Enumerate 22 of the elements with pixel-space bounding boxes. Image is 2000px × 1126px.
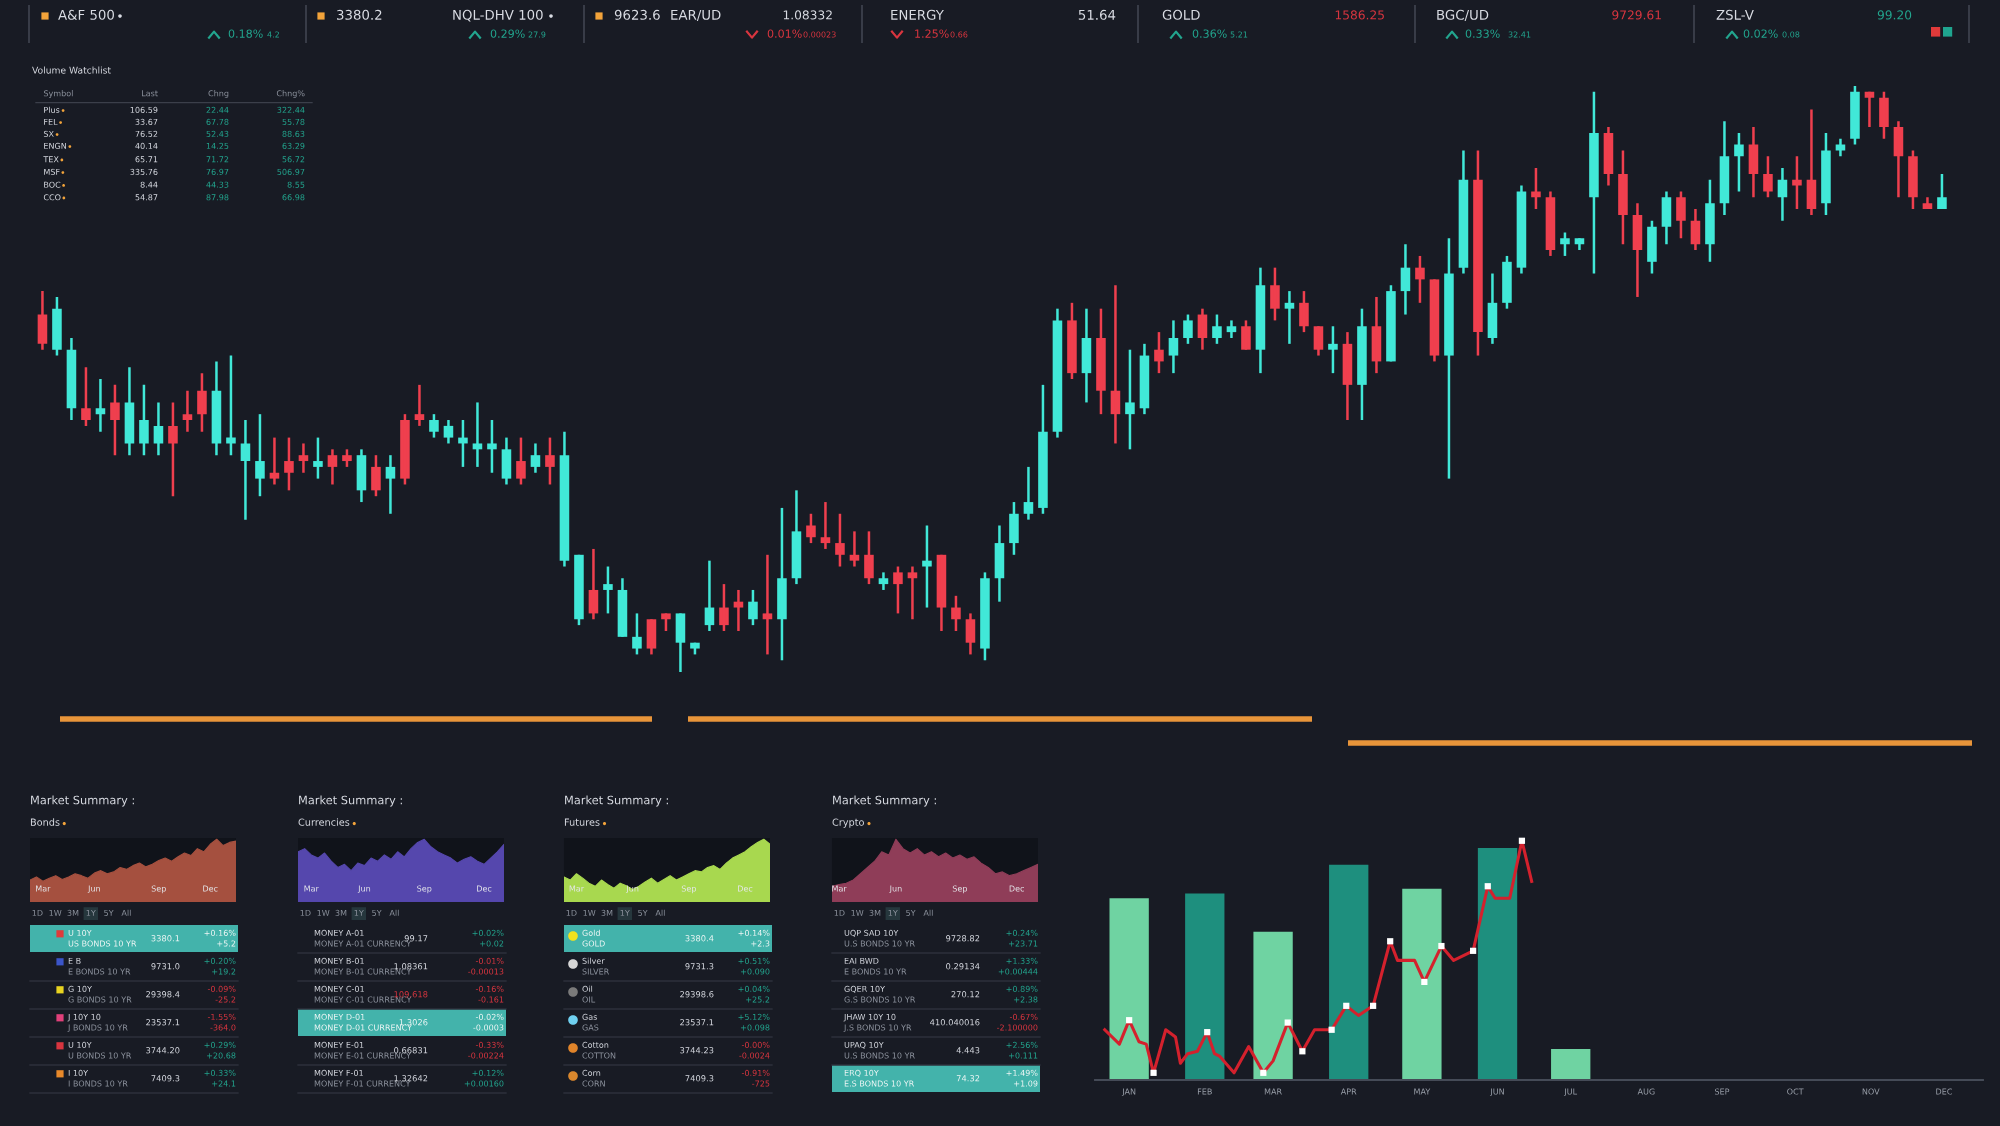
bar [1185,893,1225,1080]
point [1387,938,1394,945]
point [1126,1017,1133,1024]
point [1484,883,1491,890]
bar [1402,888,1442,1080]
point [1518,837,1526,844]
bar [1109,898,1149,1080]
point [1438,942,1445,950]
point [1204,1029,1211,1036]
point [1150,1069,1157,1076]
point [1470,947,1477,954]
bar [1551,1048,1591,1080]
point [1343,1002,1350,1009]
bar [1253,931,1293,1080]
point [1260,1069,1267,1076]
bar [1477,847,1518,1080]
point [1421,978,1428,986]
point [1370,1002,1377,1009]
point [1328,1026,1335,1033]
bar [1329,864,1369,1080]
point [1284,1019,1291,1026]
point [1299,1048,1306,1055]
